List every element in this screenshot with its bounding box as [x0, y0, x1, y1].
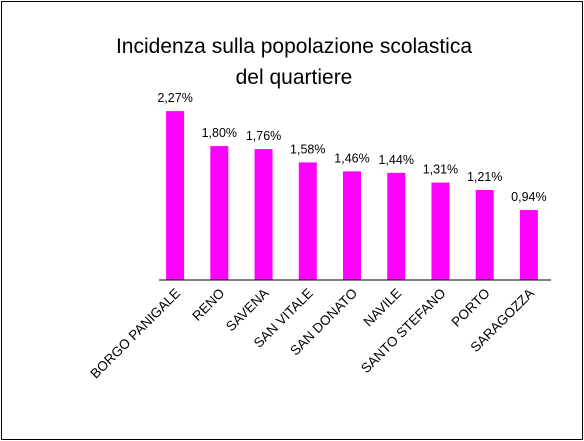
- chart-title: Incidenza sulla popolazione scolastica: [116, 35, 472, 58]
- bar: [431, 182, 450, 280]
- bar: [298, 162, 317, 280]
- value-label: 1,58%: [290, 142, 325, 156]
- value-label: 1,31%: [423, 163, 458, 177]
- chart-title: del quartiere: [236, 66, 353, 89]
- value-label: 1,80%: [202, 126, 237, 140]
- value-label: 1,44%: [378, 153, 413, 167]
- bar: [166, 111, 185, 280]
- bar: [343, 171, 361, 280]
- bar: [475, 189, 494, 280]
- bar: [210, 146, 229, 280]
- value-label: 1,76%: [246, 129, 281, 143]
- value-label: 1,46%: [334, 151, 369, 165]
- value-label: 2,27%: [157, 91, 192, 105]
- value-label: 1,21%: [467, 170, 502, 184]
- bar: [519, 210, 538, 280]
- value-label: 0,94%: [511, 190, 546, 204]
- bar: [387, 172, 406, 280]
- bar: [254, 149, 273, 280]
